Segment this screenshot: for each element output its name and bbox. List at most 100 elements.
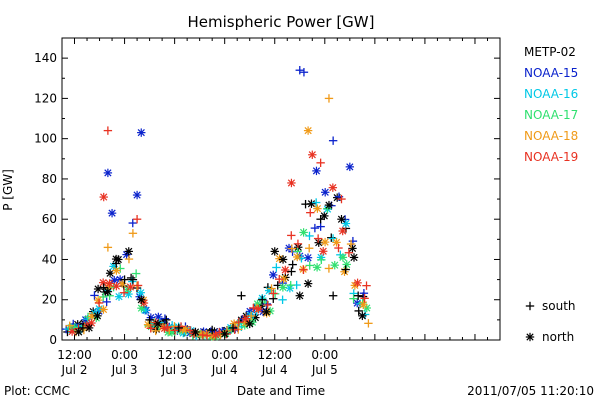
data-point-north (320, 188, 330, 197)
data-point-north (112, 266, 121, 275)
marker-stroke (304, 126, 312, 135)
marker-stroke (99, 305, 108, 314)
data-point-south (132, 215, 142, 224)
data-point-north (320, 237, 330, 247)
marker-stroke (246, 320, 254, 328)
data-point-south (295, 66, 304, 75)
marker-stroke (182, 325, 190, 334)
marker-stroke (353, 279, 362, 287)
data-point-north (342, 260, 351, 269)
marker-stroke (126, 283, 135, 291)
marker-stroke (254, 305, 262, 313)
data-point-south (275, 274, 284, 284)
data-point-south (162, 315, 171, 325)
marker-stroke (75, 328, 83, 336)
data-point-south (311, 198, 321, 207)
marker-stroke (325, 201, 333, 209)
data-point-north (153, 319, 163, 329)
marker-stroke (115, 293, 123, 301)
data-point-south (160, 314, 170, 323)
data-point-north (107, 208, 117, 218)
marker-stroke (358, 312, 366, 320)
marker-stroke (346, 163, 354, 171)
marker-stroke (321, 188, 329, 196)
marker-stroke (279, 283, 287, 292)
data-point-south (151, 326, 160, 336)
data-point-north (308, 150, 317, 159)
y-axis-label: P [GW] (1, 169, 15, 211)
data-point-north (126, 282, 135, 292)
marker-stroke (313, 205, 322, 213)
legend-entry: NOAA-18 (524, 129, 578, 143)
data-point-south (323, 204, 332, 213)
data-point-north (293, 252, 302, 262)
marker-stroke (304, 280, 312, 288)
marker-stroke (279, 255, 287, 264)
data-point-north (103, 168, 113, 178)
legend-south-label: south (542, 299, 576, 313)
data-point-north (348, 244, 357, 253)
data-point-south (249, 303, 258, 313)
data-point-south (317, 255, 326, 265)
marker-stroke (308, 151, 316, 159)
data-point-north (270, 247, 279, 256)
data-point-north (313, 204, 322, 213)
data-point-north (269, 270, 278, 280)
data-point-north (136, 288, 145, 297)
marker-stroke (110, 276, 118, 284)
data-point-north (324, 200, 334, 210)
data-point-south (133, 281, 143, 290)
data-point-south (344, 248, 354, 257)
data-point-south (103, 243, 113, 252)
data-point-south (90, 291, 99, 300)
legend-entry: NOAA-19 (524, 150, 578, 164)
legend-entry: NOAA-16 (524, 87, 578, 101)
x-tick-time-label: 12:00 (257, 348, 292, 362)
data-point-north (338, 253, 348, 262)
data-point-north (254, 304, 263, 314)
data-point-north (340, 267, 349, 276)
data-point-south (70, 323, 80, 332)
data-point-north (345, 162, 355, 172)
data-point-south (128, 229, 138, 238)
data-point-south (116, 264, 125, 273)
data-point-north (112, 281, 121, 291)
marker-stroke (313, 263, 321, 271)
y-tick-label: 0 (49, 333, 57, 347)
marker-stroke (320, 212, 328, 220)
marker-stroke (321, 238, 329, 246)
data-point-south (146, 324, 155, 333)
y-tick-label: 100 (34, 132, 57, 146)
data-point-north (278, 255, 288, 264)
marker-stroke (105, 279, 114, 288)
marker-stroke (94, 285, 102, 293)
marker-stroke (242, 314, 250, 323)
data-point-south (145, 315, 154, 325)
marker-stroke (363, 304, 371, 312)
marker-stroke (319, 247, 327, 255)
marker-stroke (262, 308, 271, 316)
data-point-north (330, 260, 339, 270)
data-point-north (241, 314, 251, 323)
data-point-south (337, 194, 346, 204)
data-point-south (293, 239, 303, 249)
data-point-south (328, 291, 338, 300)
data-point-south (230, 325, 239, 334)
data-point-south (341, 265, 350, 274)
data-point-south (346, 239, 356, 249)
data-point-north (303, 279, 313, 288)
marker-stroke (348, 244, 357, 253)
legend-north-label: north (542, 330, 574, 344)
legend-south-marker (525, 301, 535, 311)
marker-stroke (329, 184, 337, 192)
marker-stroke (353, 299, 361, 307)
data-point-south (207, 325, 217, 335)
legend-north-marker (525, 332, 535, 342)
data-point-north (332, 193, 342, 202)
legend-entry: NOAA-15 (524, 66, 578, 80)
data-point-south (316, 215, 325, 224)
marker-stroke (137, 296, 145, 304)
x-tick-time-label: 0:00 (311, 348, 338, 362)
